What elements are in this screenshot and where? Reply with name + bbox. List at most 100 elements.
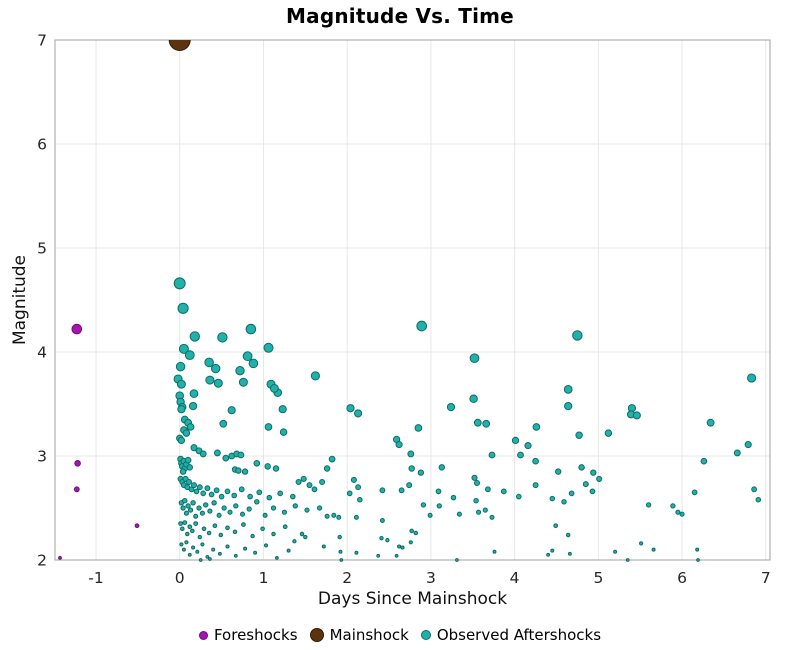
- data-point: [328, 455, 336, 463]
- x-tick-label: 5: [593, 569, 603, 587]
- series-observed-aftershocks: [173, 277, 762, 562]
- data-point: [177, 436, 186, 445]
- data-point: [263, 543, 269, 548]
- data-point: [532, 482, 539, 489]
- data-point: [278, 405, 287, 414]
- data-point: [275, 556, 279, 560]
- data-point: [279, 428, 288, 436]
- data-point: [193, 521, 199, 526]
- data-point: [555, 468, 562, 475]
- data-point: [269, 383, 279, 393]
- data-point: [286, 548, 291, 553]
- data-point: [549, 495, 556, 502]
- data-point: [316, 505, 323, 511]
- data-point: [272, 465, 280, 472]
- data-point: [181, 547, 186, 552]
- data-point: [189, 331, 200, 342]
- data-point: [263, 342, 274, 353]
- data-point: [488, 451, 496, 459]
- data-point: [485, 486, 491, 493]
- data-point: [218, 493, 225, 500]
- data-point: [212, 523, 218, 529]
- data-point: [310, 371, 320, 381]
- legend-item-aftershocks: Observed Aftershocks: [420, 626, 602, 644]
- data-point: [408, 540, 413, 545]
- data-point: [346, 404, 355, 413]
- data-point: [450, 494, 457, 501]
- data-point: [438, 464, 446, 471]
- data-point: [355, 484, 362, 491]
- legend-item-foreshocks: Foreshocks: [198, 626, 298, 644]
- data-point: [516, 493, 522, 500]
- data-point: [473, 418, 482, 427]
- data-point: [235, 366, 245, 376]
- data-point: [277, 490, 284, 497]
- data-point: [565, 532, 571, 538]
- data-point: [176, 379, 186, 389]
- data-point: [217, 551, 222, 556]
- data-point: [413, 530, 419, 536]
- data-point: [185, 531, 190, 537]
- data-point: [227, 509, 233, 515]
- data-point: [190, 528, 195, 534]
- data-point: [292, 503, 298, 509]
- data-point: [175, 361, 186, 372]
- legend-label-mainshock: Mainshock: [329, 626, 409, 644]
- aftershocks-marker-icon: [420, 630, 431, 640]
- data-point: [744, 441, 752, 449]
- data-point: [331, 512, 337, 518]
- data-point: [195, 549, 200, 554]
- data-point: [489, 514, 495, 520]
- data-point: [420, 502, 427, 508]
- data-point: [243, 546, 248, 551]
- series-foreshocks: [58, 323, 140, 560]
- gridlines: [55, 39, 770, 561]
- data-point: [409, 528, 414, 534]
- data-point: [177, 405, 186, 414]
- data-point: [590, 469, 597, 476]
- data-point: [407, 450, 415, 458]
- data-point: [500, 488, 507, 495]
- data-point: [379, 518, 385, 523]
- data-point: [206, 530, 212, 536]
- data-point: [198, 558, 203, 562]
- data-point: [186, 464, 194, 471]
- data-point: [706, 418, 715, 427]
- data-point: [282, 524, 288, 530]
- data-point: [182, 497, 188, 504]
- data-point: [469, 394, 478, 404]
- data-point: [532, 457, 539, 465]
- data-point: [184, 540, 189, 545]
- plot-border: [54, 39, 771, 561]
- data-point: [238, 486, 245, 493]
- data-point: [572, 330, 583, 341]
- data-point: [193, 488, 200, 495]
- data-point: [256, 489, 263, 496]
- data-point: [188, 486, 195, 493]
- data-point: [476, 509, 482, 515]
- data-point: [253, 460, 261, 467]
- data-point: [208, 557, 212, 561]
- data-point: [191, 482, 197, 489]
- data-point: [696, 558, 700, 562]
- data-point: [225, 525, 230, 531]
- data-point: [670, 503, 676, 509]
- y-tick-label: 2: [37, 552, 47, 570]
- data-point: [303, 534, 308, 540]
- data-point: [675, 509, 681, 515]
- data-point: [250, 533, 255, 539]
- data-point: [237, 451, 245, 459]
- legend-label-aftershocks: Observed Aftershocks: [436, 626, 602, 644]
- data-point: [755, 496, 762, 503]
- data-point: [211, 547, 216, 552]
- data-point: [225, 544, 230, 549]
- x-tick-label: 3: [426, 569, 436, 587]
- data-point: [353, 514, 359, 520]
- data-point: [589, 488, 596, 495]
- data-point: [321, 544, 326, 549]
- data-point: [546, 552, 551, 557]
- data-point: [183, 510, 189, 516]
- data-point: [304, 507, 310, 513]
- data-point: [550, 548, 555, 553]
- data-point: [582, 481, 589, 488]
